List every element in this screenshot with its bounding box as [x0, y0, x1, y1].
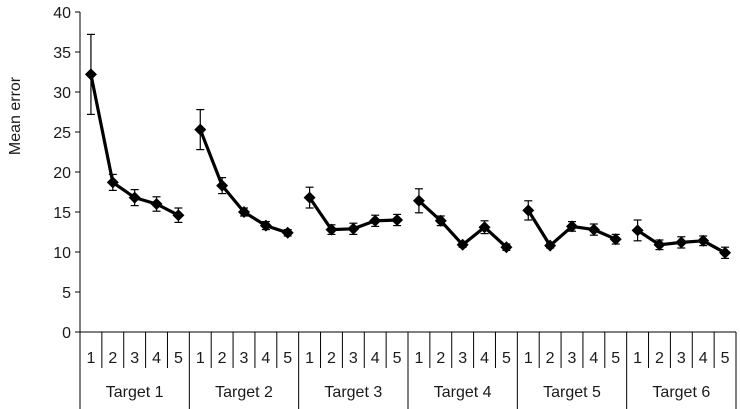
x-tick-label: 3	[240, 350, 249, 367]
data-point-marker	[106, 176, 119, 189]
group-label: Target 3	[324, 384, 382, 401]
x-tick-label: 1	[524, 350, 533, 367]
x-tick-label: 5	[611, 350, 620, 367]
data-point-marker	[566, 220, 578, 233]
x-tick-label: 1	[633, 350, 642, 367]
data-point-marker	[369, 214, 382, 227]
data-point-marker	[609, 233, 622, 246]
x-tick-label: 3	[568, 350, 577, 367]
data-point-marker	[719, 246, 732, 259]
x-tick-label: 1	[86, 350, 95, 367]
data-point-marker	[522, 204, 535, 217]
x-tick-label: 4	[152, 350, 161, 367]
data-point-marker	[675, 236, 688, 249]
x-tick-label: 2	[327, 350, 336, 367]
data-point-marker	[128, 191, 141, 204]
x-tick-label: 4	[371, 350, 380, 367]
group-label: Target 4	[434, 384, 492, 401]
x-tick-label: 4	[699, 350, 708, 367]
y-tick-label: 20	[53, 165, 71, 182]
group-label: Target 5	[543, 384, 601, 401]
x-tick-label: 5	[393, 350, 402, 367]
data-point-marker	[150, 198, 163, 210]
y-tick-label: 35	[53, 45, 71, 62]
x-tick-label: 2	[108, 350, 117, 367]
x-tick-label: 2	[218, 350, 227, 367]
x-tick-label: 5	[721, 350, 730, 367]
x-tick-label: 1	[305, 350, 314, 367]
y-tick-label: 5	[62, 285, 71, 302]
data-point-marker	[697, 234, 710, 247]
data-point-marker	[172, 209, 185, 222]
data-point-marker	[434, 214, 447, 227]
x-tick-label: 5	[502, 350, 511, 367]
data-point-marker	[84, 68, 97, 81]
group-label: Target 2	[215, 384, 273, 401]
data-point-marker	[216, 179, 229, 192]
group-label: Target 1	[106, 384, 164, 401]
data-point-marker	[238, 206, 250, 218]
data-point-marker	[587, 223, 600, 236]
data-point-marker	[347, 222, 360, 235]
x-tick-label: 4	[589, 350, 598, 367]
group-label: Target 6	[652, 384, 710, 401]
data-point-marker	[631, 224, 644, 237]
y-tick-label: 25	[53, 125, 71, 142]
data-point-marker	[412, 194, 425, 207]
y-axis-label: Mean error	[7, 76, 24, 155]
x-tick-label: 3	[458, 350, 467, 367]
x-tick-label: 3	[677, 350, 686, 367]
data-point-marker	[391, 214, 404, 226]
x-tick-label: 2	[436, 350, 445, 367]
x-tick-label: 5	[174, 350, 183, 367]
y-tick-label: 30	[53, 85, 71, 102]
x-tick-label: 3	[130, 350, 139, 367]
data-point-marker	[325, 223, 338, 236]
data-point-marker	[303, 191, 316, 204]
data-point-marker	[281, 226, 294, 239]
y-tick-label: 10	[53, 245, 71, 262]
y-tick-label: 40	[53, 5, 71, 22]
data-point-marker	[478, 221, 491, 234]
x-tick-label: 1	[414, 350, 423, 367]
x-tick-label: 4	[480, 350, 489, 367]
data-point-marker	[653, 238, 666, 251]
x-tick-label: 5	[283, 350, 292, 367]
x-tick-label: 4	[261, 350, 270, 367]
data-point-marker	[544, 239, 557, 252]
data-point-marker	[259, 219, 272, 232]
x-tick-label: 2	[546, 350, 555, 367]
y-tick-label: 15	[53, 205, 71, 222]
data-point-marker	[194, 123, 207, 136]
data-point-marker	[456, 238, 469, 251]
x-tick-label: 1	[196, 350, 205, 367]
x-tick-label: 2	[655, 350, 664, 367]
y-tick-label: 0	[62, 325, 71, 342]
x-tick-label: 3	[349, 350, 358, 367]
data-point-marker	[500, 241, 513, 254]
